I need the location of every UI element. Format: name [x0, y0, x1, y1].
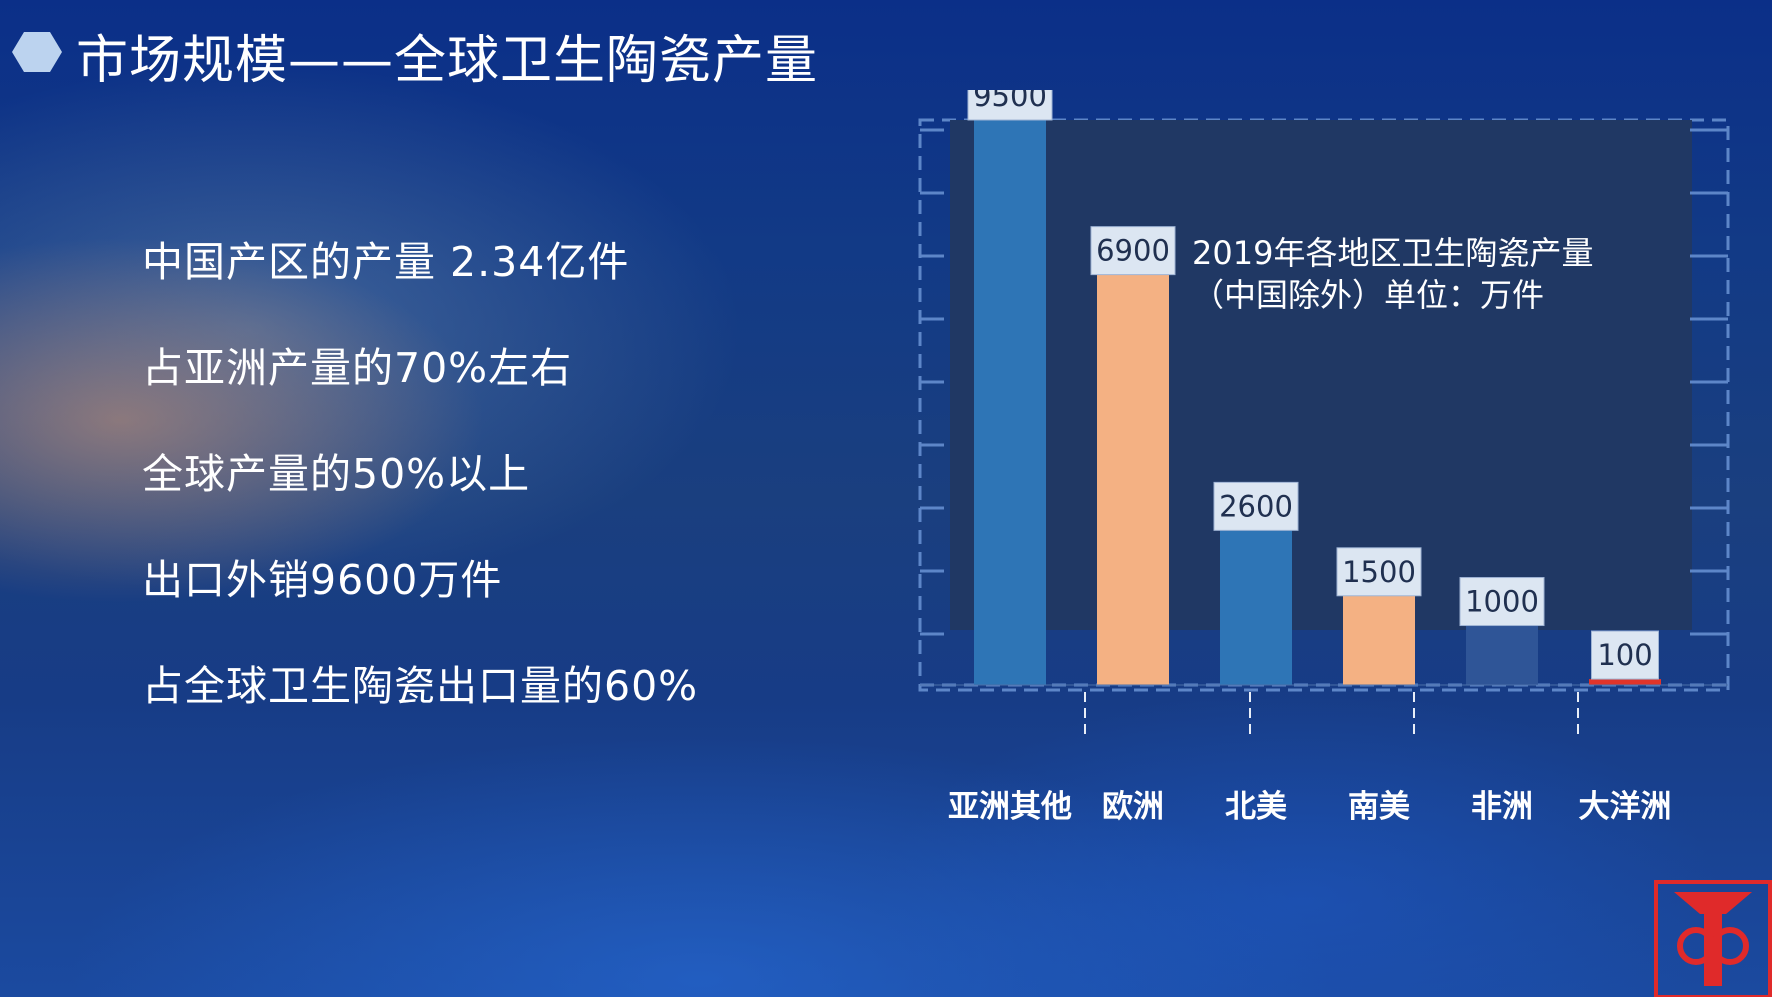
data-label-box — [1336, 547, 1422, 597]
bar — [1589, 679, 1661, 685]
data-label-box — [1591, 630, 1659, 680]
bar — [1343, 595, 1415, 685]
data-label-box — [967, 90, 1053, 121]
data-label: 100 — [1597, 638, 1652, 672]
brand-logo-icon — [1654, 880, 1772, 997]
bar-chart: 9500 6900 2600 1500 1000 100 亚洲其他 欧洲 北美 南美 非洲 大洋洲 — [918, 90, 1730, 825]
bar — [1097, 274, 1169, 685]
key-point: 占全球卫生陶瓷出口量的60% — [142, 662, 699, 710]
data-label-box — [1459, 577, 1545, 627]
chart-title: 2019年各地区卫生陶瓷产量 （中国除外）单位：万件 — [1192, 232, 1593, 316]
x-tick-label: 亚洲其他 — [948, 789, 1072, 825]
data-label: 1000 — [1465, 585, 1539, 619]
data-label-box — [1213, 481, 1299, 531]
hexagon-bullet-icon — [12, 32, 62, 72]
data-label: 6900 — [1096, 234, 1170, 268]
key-point: 全球产量的50%以上 — [142, 450, 531, 498]
x-tick-label: 欧洲 — [1102, 789, 1164, 825]
data-label: 1500 — [1342, 555, 1416, 589]
chart-title-line: 2019年各地区卫生陶瓷产量 — [1192, 234, 1594, 272]
x-tick-label: 大洋洲 — [1579, 789, 1672, 825]
key-point: 占亚洲产量的70%左右 — [142, 344, 573, 392]
key-point: 中国产区的产量 2.34亿件 — [142, 238, 630, 286]
x-tick-label: 南美 — [1348, 789, 1410, 825]
chart-title-line: （中国除外）单位：万件 — [1192, 276, 1545, 314]
data-label: 2600 — [1219, 489, 1293, 523]
x-tick-label: 北美 — [1225, 789, 1287, 825]
plot-area — [950, 120, 1692, 630]
key-points-list: 中国产区的产量 2.34亿件 占亚洲产量的70%左右 全球产量的50%以上 出口… — [142, 228, 698, 758]
data-label-box — [1090, 226, 1176, 276]
bar — [1220, 530, 1292, 685]
x-tick-label: 非洲 — [1471, 789, 1533, 825]
bar — [1466, 625, 1538, 685]
data-label: 9500 — [973, 90, 1047, 113]
bar — [974, 120, 1046, 685]
slide-title: 市场规模——全球卫生陶瓷产量 — [76, 31, 819, 91]
key-point: 出口外销9600万件 — [142, 556, 503, 604]
